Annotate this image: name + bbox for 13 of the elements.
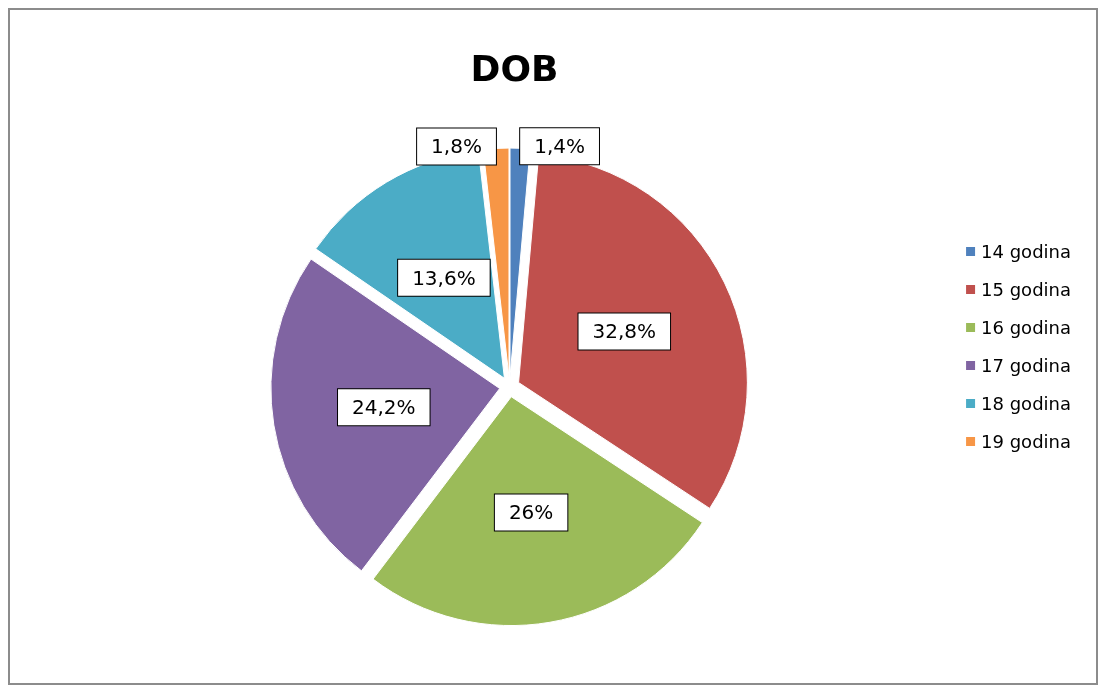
data-label: 1,4% xyxy=(534,134,585,159)
legend-label: 19 godina xyxy=(981,431,1072,452)
data-label: 24,2% xyxy=(352,395,416,420)
chart-title: DOB xyxy=(470,47,559,89)
legend-label: 14 godina xyxy=(981,241,1072,262)
data-label: 32,8% xyxy=(592,319,657,344)
data-label: 1,8% xyxy=(431,134,482,159)
legend-label: 17 godina xyxy=(981,355,1072,376)
data-label: 26% xyxy=(508,500,554,525)
legend-label: 16 godina xyxy=(981,317,1072,338)
data-label: 13,6% xyxy=(412,265,476,290)
legend-label: 18 godina xyxy=(981,393,1072,414)
legend-label: 15 godina xyxy=(981,279,1072,300)
